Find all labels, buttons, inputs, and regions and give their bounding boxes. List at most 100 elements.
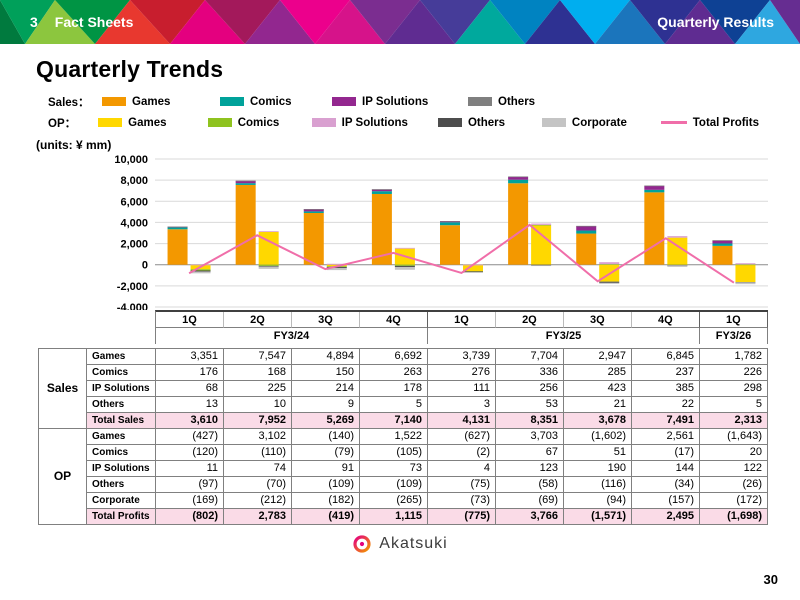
op-bar-segment <box>190 271 211 274</box>
op-bar-segment <box>531 223 552 225</box>
sales-bar-segment <box>371 189 392 190</box>
x-axis-strip: 1Q 2Q 3Q 4Q 1Q 2Q 3Q 4Q 1Q FY3/24 FY3/25 FY3/26 <box>155 310 768 344</box>
table-cell: (427) <box>155 428 224 445</box>
table-cell: 2,313 <box>699 412 768 429</box>
table-cell: 10 <box>223 396 292 413</box>
table-cell: 178 <box>359 380 428 397</box>
op-bar-segment <box>735 263 756 265</box>
table-cell: (75) <box>427 476 496 493</box>
y-tick-label: 0 <box>142 260 148 272</box>
legend-item-label: Corporate <box>571 116 627 129</box>
op-bar-segment <box>190 264 211 266</box>
x-tick-label: 3Q <box>563 312 632 328</box>
table-cell: 68 <box>155 380 224 397</box>
table-row: IP Solutions 11 74 91 73 4 123 190 144 122 <box>39 460 768 477</box>
table-cell: 51 <box>563 444 632 461</box>
x-tick-label: 4Q <box>631 312 700 328</box>
op-bar-segment <box>258 231 279 232</box>
x-tick-label: 1Q <box>156 312 224 328</box>
op-bar-segment <box>531 224 552 226</box>
legend-sales-label: Sales： <box>48 96 90 109</box>
op-bar-segment <box>667 237 688 265</box>
brand-name: Akatsuki <box>379 535 448 552</box>
table-cell: (182) <box>291 492 360 509</box>
table-cell: 6,845 <box>631 348 700 365</box>
op-bar-segment <box>599 264 620 265</box>
table-cell: 2,561 <box>631 428 700 445</box>
table-cell: (105) <box>359 444 428 461</box>
legend-color-swatch <box>102 97 126 106</box>
legend-color-swatch <box>468 97 492 106</box>
table-row-label: IP Solutions <box>86 460 156 477</box>
op-bar-segment <box>258 264 279 266</box>
sales-bar-segment <box>235 183 256 185</box>
table-row-label: Games <box>86 348 156 365</box>
table-cell: (1,571) <box>563 508 632 525</box>
fiscal-year-label: FY3/26 <box>700 328 768 344</box>
legend-item: Others <box>437 116 542 129</box>
sales-bar-segment <box>644 189 665 193</box>
table-cell: (1,698) <box>699 508 768 525</box>
table-cell: 4 <box>427 460 496 477</box>
table-cell: 20 <box>699 444 768 461</box>
x-tick-label: 1Q <box>427 312 496 328</box>
table-cell: (116) <box>563 476 632 493</box>
legend-color-swatch <box>98 118 123 127</box>
legend-item-label: IP Solutions <box>362 95 429 108</box>
table-cell: 263 <box>359 364 428 381</box>
legend-item: Others <box>468 96 580 108</box>
table-cell: 423 <box>563 380 632 397</box>
op-bar-segment <box>667 265 688 267</box>
table-cell: 74 <box>223 460 292 477</box>
table-group-label: OP <box>38 428 87 525</box>
akatsuki-logo-icon <box>353 535 371 553</box>
table-row: Sales Games 3,351 7,547 4,894 6,692 3,739 7,704… <box>38 348 768 429</box>
fiscal-year-label: FY3/25 <box>428 328 700 344</box>
legend-item-label: Comics <box>237 116 280 129</box>
table-cell: 276 <box>427 364 496 381</box>
table-cell: 225 <box>223 380 292 397</box>
legend-item-label: Others <box>498 95 536 108</box>
legend-item-label: Games <box>128 116 167 129</box>
op-bar-segment <box>258 266 279 269</box>
table-row-label: Games <box>86 428 156 445</box>
table-cell: 285 <box>563 364 632 381</box>
table-row-label: Others <box>86 476 156 493</box>
table-cell: 190 <box>563 460 632 477</box>
x-tick-label: 4Q <box>359 312 428 328</box>
table-cell: 336 <box>495 364 564 381</box>
op-bar-segment <box>463 271 483 273</box>
header-banner: 3 Fact Sheets Quarterly Results <box>0 0 800 44</box>
total-profits-line <box>188 223 735 284</box>
table-cell: 226 <box>699 364 768 381</box>
legend-item-label: Total Profits <box>692 116 759 129</box>
op-bar-segment <box>599 282 620 284</box>
table-cell: 4,894 <box>291 348 360 365</box>
x-tick-label: 2Q <box>495 312 564 328</box>
table-row: Comics 176 168 150 263 276 336 285 237 226 <box>39 364 768 381</box>
sales-bar-segment <box>508 176 529 178</box>
legend-color-swatch <box>311 118 336 127</box>
sales-bar-segment <box>371 193 392 265</box>
table-cell: (17) <box>631 444 700 461</box>
fiscal-year-labels-row: FY3/24 FY3/25 FY3/26 <box>155 328 768 344</box>
sales-bar-segment <box>440 222 460 226</box>
legend-item: Comics <box>220 96 332 108</box>
sales-bar-segment <box>576 226 597 231</box>
table-row: Comics (120) (110) (79) (105) (2) 67 51 (17) 20 <box>39 444 768 461</box>
table-cell: (802) <box>155 508 224 525</box>
op-bar-segment <box>394 247 415 249</box>
op-bar-segment <box>667 264 688 266</box>
legend-item-label: Others <box>467 116 506 129</box>
table-cell: 5 <box>699 396 768 413</box>
sales-bar-segment <box>303 212 324 265</box>
op-bar-segment <box>531 225 552 265</box>
table-cell: (58) <box>495 476 564 493</box>
table-row: Total Profits (802) 2,783 (419) 1,115 (775) 3,… <box>39 508 768 525</box>
table-cell: (775) <box>427 508 496 525</box>
sales-bar-segment <box>371 189 392 192</box>
table-cell: 53 <box>495 396 564 413</box>
legend-item: Comics <box>207 116 312 129</box>
banner-polygon-art <box>0 0 800 44</box>
legend-op-label: OP： <box>48 117 77 130</box>
